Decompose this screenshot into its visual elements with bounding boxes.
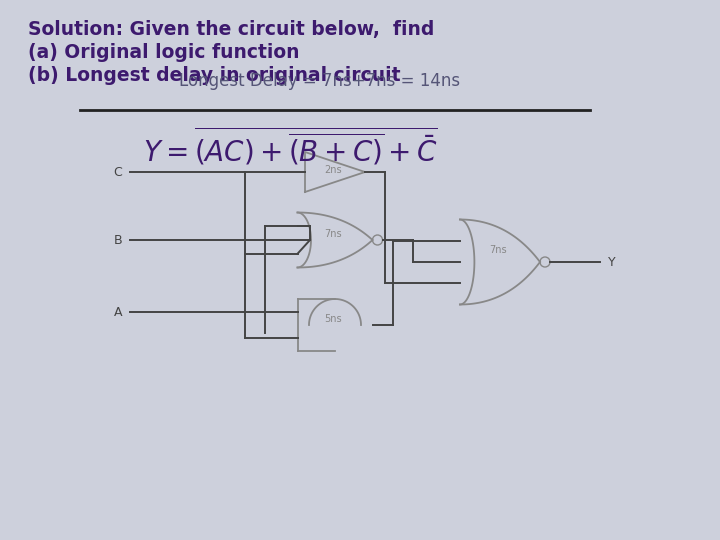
Text: $Y = \overline{(AC) + \overline{(B+C)} + \bar{C}}$: $Y = \overline{(AC) + \overline{(B+C)} +…	[143, 125, 437, 167]
Text: Y: Y	[608, 255, 616, 268]
Text: 7ns: 7ns	[324, 229, 342, 239]
Text: 7ns: 7ns	[489, 245, 507, 255]
Text: (a) Original logic function: (a) Original logic function	[28, 43, 300, 62]
Text: Longest Delay = 7ns+7ns = 14ns: Longest Delay = 7ns+7ns = 14ns	[179, 72, 461, 90]
Text: C: C	[113, 165, 122, 179]
Text: A: A	[114, 306, 122, 319]
Text: 5ns: 5ns	[324, 314, 342, 324]
Text: Solution: Given the circuit below,  find: Solution: Given the circuit below, find	[28, 20, 434, 39]
Text: B: B	[113, 233, 122, 246]
Text: (b) Longest delay in original circuit: (b) Longest delay in original circuit	[28, 66, 400, 85]
Text: 2ns: 2ns	[324, 165, 342, 175]
